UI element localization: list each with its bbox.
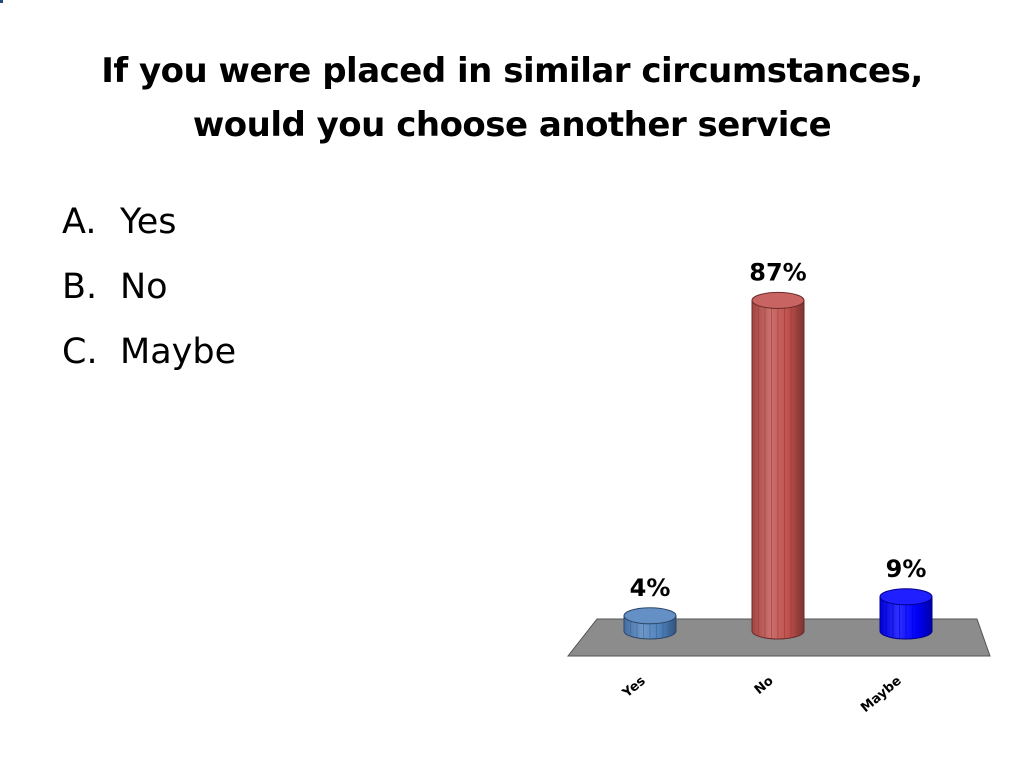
bar-top — [623, 607, 677, 625]
data-label: 87% — [749, 258, 806, 286]
title-line-2: would you choose another service — [192, 105, 832, 145]
data-label: 9% — [886, 555, 927, 583]
corner-mark — [0, 0, 3, 3]
category-label: No — [752, 674, 777, 698]
bar-top — [879, 588, 933, 606]
option-c: C. Maybe — [62, 320, 236, 385]
slide-title: If you were placed in similar circumstan… — [60, 44, 964, 152]
bar-top — [751, 291, 805, 309]
option-text: Yes — [120, 202, 177, 242]
bar-no — [751, 291, 805, 640]
chart-svg: 4% Yes 87% No 9% Maybe — [566, 258, 991, 716]
option-text: Maybe — [120, 332, 237, 372]
bar-maybe — [879, 588, 933, 640]
category-label: Yes — [619, 673, 649, 701]
option-text: No — [120, 267, 168, 307]
data-label: 4% — [630, 574, 671, 602]
option-letter: A. — [62, 202, 97, 242]
bar-chart: 4% Yes 87% No 9% Maybe — [540, 200, 1010, 740]
option-a: A. Yes — [62, 190, 236, 255]
bar-yes — [623, 607, 677, 640]
option-letter: C. — [62, 332, 98, 372]
answer-options: A. Yes B. No C. Maybe — [62, 190, 236, 385]
option-letter: B. — [62, 267, 98, 307]
title-line-1: If you were placed in similar circumstan… — [101, 51, 923, 91]
category-label: Maybe — [858, 673, 904, 715]
option-b: B. No — [62, 255, 236, 320]
